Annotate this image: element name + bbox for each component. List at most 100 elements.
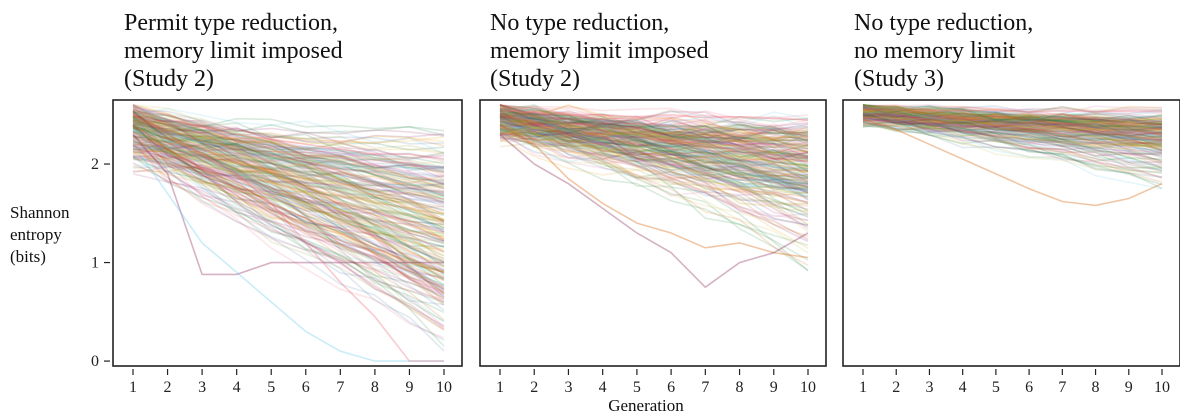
panel-3-title-line-3: (Study 3) — [854, 66, 944, 92]
series-line — [499, 132, 809, 207]
series-line — [499, 108, 809, 174]
series-line — [499, 120, 809, 158]
series-line — [499, 113, 809, 238]
series-line — [499, 130, 809, 193]
series-line — [499, 104, 809, 171]
series-line — [499, 109, 809, 141]
series-line — [132, 124, 445, 272]
series-line — [132, 123, 445, 341]
series-line — [499, 127, 809, 172]
series-line — [499, 120, 809, 185]
series-line — [862, 106, 1163, 164]
series-line — [862, 105, 1163, 136]
series-line — [132, 114, 445, 276]
series-line — [132, 144, 445, 301]
series-line — [862, 106, 1163, 141]
series-line — [499, 110, 809, 231]
series-line — [132, 156, 445, 233]
series-line — [132, 104, 445, 277]
x-tick-label: 5 — [992, 379, 1000, 396]
series-line — [499, 134, 809, 249]
series-line — [499, 117, 809, 167]
series-line — [499, 105, 809, 226]
series-line — [499, 110, 809, 139]
series-line — [862, 112, 1163, 144]
series-line — [862, 116, 1163, 157]
series-line — [862, 117, 1163, 127]
series-line — [132, 127, 445, 300]
axis-ticks-layer: 1 2 3 4 5 6 7 8 9 10 1 2 3 4 5 6 7 8 9 10 1 2 3 4 5 6 7 8 9 10 0 1 2 — [91, 156, 1170, 396]
series-line — [132, 155, 445, 272]
series-line — [499, 137, 809, 172]
series-line — [132, 159, 445, 170]
series-line — [132, 104, 445, 188]
series-line — [499, 107, 809, 217]
series-line — [132, 129, 445, 173]
series-line — [132, 112, 445, 237]
series-line — [132, 111, 445, 242]
series-line — [862, 112, 1163, 139]
series-line — [132, 137, 445, 303]
series-line — [862, 117, 1163, 137]
series-line — [862, 117, 1163, 128]
series-line — [132, 144, 445, 200]
series-line — [499, 133, 809, 192]
series-line — [499, 124, 809, 141]
series-line — [499, 123, 809, 173]
series-line — [132, 129, 445, 280]
series-line — [132, 118, 445, 268]
series-line — [132, 127, 445, 203]
series-line — [132, 110, 445, 298]
series-line — [132, 149, 445, 203]
series-line — [862, 114, 1163, 162]
series-line — [132, 107, 445, 155]
series-line — [499, 117, 809, 190]
series-line — [499, 131, 809, 261]
series-line — [499, 137, 809, 191]
series-line — [499, 111, 809, 167]
series-line — [132, 136, 445, 331]
series-line — [862, 112, 1163, 145]
series-line — [132, 137, 445, 154]
series-line — [862, 110, 1163, 148]
series-line — [132, 155, 445, 203]
series-line — [499, 124, 809, 140]
series-line — [499, 106, 809, 181]
series-line — [499, 108, 809, 146]
series-line — [132, 143, 445, 160]
series-line — [499, 115, 809, 153]
series-line — [862, 105, 1163, 126]
series-line — [862, 118, 1162, 142]
series-line — [499, 104, 809, 216]
example-series-line — [132, 109, 445, 160]
series-line — [499, 129, 809, 159]
series-line — [499, 110, 809, 184]
series-line — [132, 130, 445, 170]
x-tick-label: 8 — [1092, 379, 1100, 396]
series-line — [862, 105, 1163, 144]
series-line — [862, 114, 1163, 126]
panel-3-lines — [862, 104, 1163, 207]
series-line — [499, 104, 809, 167]
series-line — [132, 120, 445, 182]
series-line — [862, 109, 1163, 136]
series-line — [132, 112, 445, 225]
series-line — [499, 120, 809, 226]
series-line — [132, 158, 445, 215]
series-line — [862, 104, 1163, 148]
series-line — [499, 118, 809, 141]
series-line — [499, 104, 809, 176]
series-line — [862, 124, 1163, 169]
series-line — [132, 104, 445, 253]
series-line — [132, 119, 445, 296]
series-line — [862, 105, 1163, 134]
series-line — [132, 129, 445, 144]
series-line — [499, 118, 809, 157]
series-line — [499, 110, 809, 145]
series-line — [499, 126, 809, 187]
series-line — [862, 110, 1163, 141]
series-line — [862, 113, 1163, 129]
series-line — [132, 144, 445, 195]
series-line — [132, 124, 445, 264]
series-line — [132, 106, 445, 212]
